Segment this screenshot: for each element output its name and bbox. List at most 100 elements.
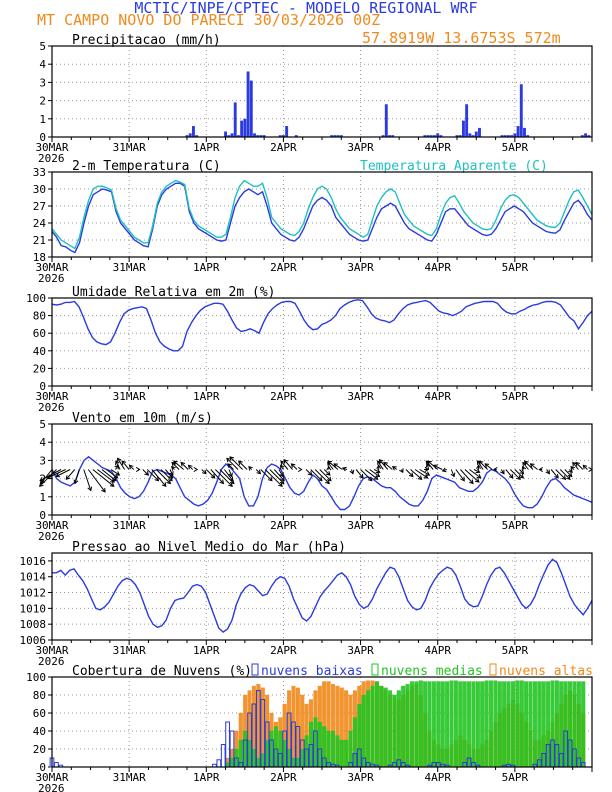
wind-vector-head (46, 474, 52, 479)
wind-vector (224, 469, 234, 482)
cloud-mid-bar (506, 681, 511, 768)
precip-bar (285, 126, 289, 137)
cloud-mid-bar (339, 739, 344, 768)
precip-bar (294, 135, 298, 137)
cloud-mid-bar (317, 721, 322, 768)
rh-ytick-label: 100 (26, 292, 46, 305)
cloud-mid-bar (546, 681, 551, 768)
wind-year-label: 2026 (38, 530, 65, 543)
wind-vector (319, 469, 332, 482)
temp-xtick-label: 5APR (502, 261, 529, 274)
wind-vector-head (326, 476, 332, 482)
wind-vector-head (307, 471, 313, 476)
wind-vector-head (519, 473, 524, 479)
precip-bar (195, 135, 199, 137)
pressure-xtick-label: 31MAR (113, 644, 146, 657)
cloud-mid-bar (401, 685, 406, 768)
wind-vector (484, 463, 493, 470)
wind-vector (519, 469, 524, 475)
precip-xtick-label: 31MAR (113, 141, 146, 154)
wind-vector-head (110, 478, 115, 483)
clouds-xtick-label: 3APR (347, 771, 374, 784)
precip-ytick-label: 4 (39, 58, 46, 71)
cloud-mid-bar (243, 730, 248, 768)
wind-vector-head (484, 463, 490, 468)
wind-vector-head (554, 473, 559, 479)
temp-ytick-label: 18 (33, 251, 46, 264)
precip-bar (458, 135, 462, 137)
precip-xtick-label: 1APR (193, 141, 220, 154)
wind-vector (264, 469, 283, 487)
wind-vector (74, 469, 80, 484)
precip-bar (391, 135, 395, 137)
rh-xtick-label: 30MAR (35, 390, 68, 403)
wind-vector (227, 463, 234, 470)
wind-vector (278, 469, 284, 477)
precip-title: Precipitacao (mm/h) (72, 33, 221, 48)
wind-vector (564, 469, 573, 477)
pressure-xtick-label: 30MAR (35, 644, 68, 657)
wind-vector (478, 460, 488, 470)
precip-bar (259, 135, 263, 137)
cloud-mid-bar (335, 735, 340, 768)
cloud-mid-bar (278, 730, 283, 768)
precip-bar (253, 133, 256, 137)
wind-vector (327, 460, 339, 470)
precip-bar (330, 135, 334, 137)
precip-bar (249, 80, 253, 137)
cloud-mid-bar (225, 762, 230, 768)
cloud-mid-bar (502, 681, 507, 768)
cloud-mid-bar (427, 681, 432, 768)
clouds-xtick-label: 5APR (502, 771, 529, 784)
rh-series-line (51, 299, 593, 352)
wind-vector-head (168, 476, 173, 482)
temp-xtick-label: 3APR (347, 261, 374, 274)
wind-vector-head (327, 460, 333, 466)
cloud-mid-bar (462, 681, 467, 768)
wind-vector-head (111, 476, 117, 482)
cloud-mid-bar (269, 730, 274, 768)
wind-vector (273, 469, 285, 482)
wind-vector (314, 469, 330, 484)
wind-vector-head (572, 461, 577, 467)
cloud-mid-bar (572, 681, 577, 768)
precip-bar (433, 135, 436, 137)
wind-vector (280, 460, 289, 470)
precip-bar (243, 118, 247, 137)
clouds-xtick-label: 2APR (270, 771, 297, 784)
precip-bar (227, 135, 231, 137)
wind-vector-head (87, 486, 93, 492)
cloud-mid-bar (379, 685, 384, 768)
cloud-mid-bar (396, 690, 401, 768)
cloud-mid-bar (282, 739, 287, 768)
wind-vector (572, 462, 579, 470)
temp-year-label: 2026 (38, 272, 65, 285)
wind-vector-head (508, 473, 514, 479)
wind-vector-head (373, 475, 379, 480)
precip-bar (580, 135, 584, 137)
wind-vector-head (425, 471, 431, 476)
wind-vector-head (228, 476, 234, 482)
wind-vector (228, 469, 233, 477)
wind-ytick-label: 5 (39, 418, 46, 431)
wind-vector-head (441, 467, 447, 473)
wind-vector-head (39, 477, 45, 482)
precip-bar (436, 133, 440, 137)
wind-vector (173, 460, 184, 470)
rh-xtick-label: 4APR (424, 390, 451, 403)
wind-vector-head (317, 476, 323, 482)
wind-vector (575, 462, 584, 470)
cloud-mid-bar (563, 681, 568, 768)
wind-vector-head (383, 461, 388, 467)
wind-vector-head (280, 476, 285, 482)
cloud-mid-bar (265, 739, 270, 768)
wind-vector-head (238, 460, 243, 466)
wind-vector-head (227, 463, 232, 468)
precip-bar (388, 135, 391, 137)
cloud-mid-bar (405, 684, 410, 768)
wind-vector (505, 469, 514, 479)
temp-frame (51, 171, 593, 258)
cloud-mid-bar (519, 680, 524, 768)
pressure-ytick-label: 1014 (20, 571, 47, 584)
wind-vector-head (171, 466, 176, 471)
